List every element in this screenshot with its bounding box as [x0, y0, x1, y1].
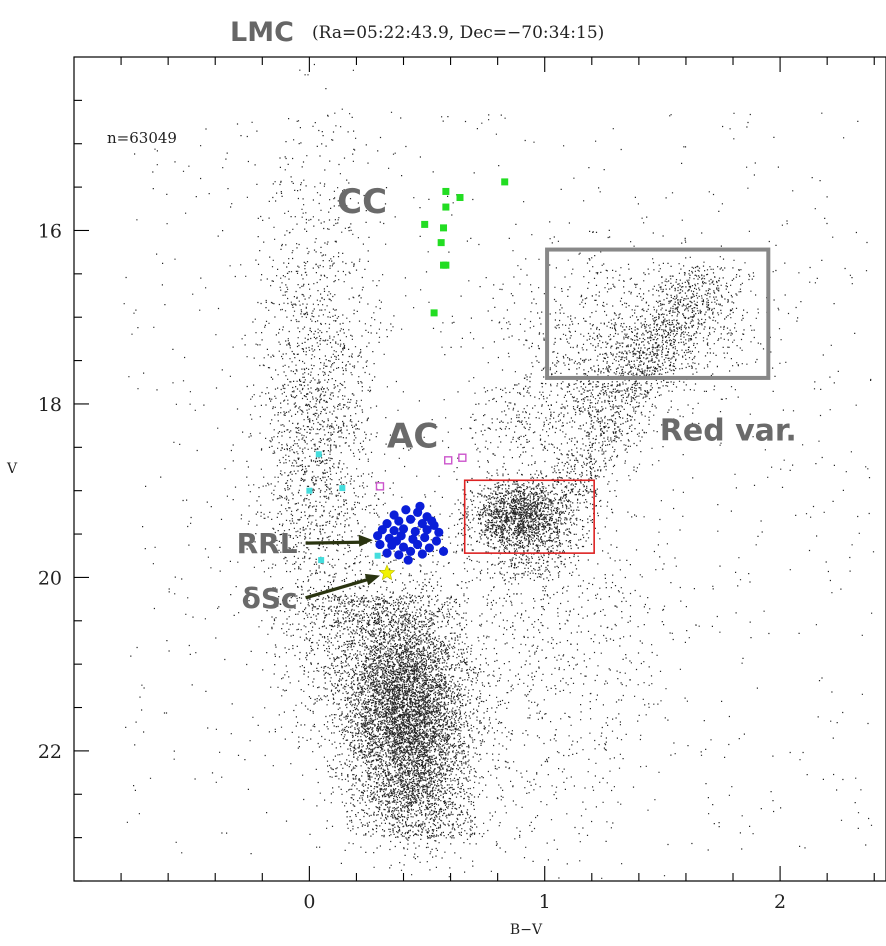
dsc-label-arrow [305, 576, 375, 600]
selection-boxes [463, 247, 771, 554]
rrl-point-6 [405, 514, 416, 524]
red-clump-box [463, 479, 595, 554]
y-tick-label-1: 18 [38, 394, 62, 416]
ac-label: AC [387, 416, 438, 456]
rrl-point-26 [394, 550, 404, 560]
x-tick-label-2: 2 [774, 891, 786, 913]
cc-label: CC [337, 182, 387, 222]
cc-point-5 [440, 224, 448, 232]
rrl-point-13 [422, 525, 432, 535]
rrl-label-arrowhead [358, 534, 373, 547]
variable-stars [306, 178, 509, 581]
y-tick-label-0: 16 [38, 220, 62, 242]
rrl-point-10 [389, 525, 399, 536]
rrl-point-29 [438, 546, 449, 557]
rrl-point-33 [427, 516, 437, 526]
rrl-point-23 [413, 539, 423, 550]
x-tick-label-0: 0 [303, 891, 315, 913]
rrl-point-12 [410, 526, 420, 537]
x-axis-label: B−V [510, 922, 543, 938]
cc-point-1 [442, 187, 450, 195]
chart-subtitle: (Ra=05:22:43.9, Dec=−70:34:15) [312, 23, 604, 43]
cyan-point-0 [315, 451, 322, 458]
rrl-point-28 [417, 549, 427, 559]
chart-title: LMC [230, 17, 294, 48]
rrl-point-24 [424, 543, 434, 553]
x-tick-label-1: 1 [539, 891, 551, 913]
rrl-point-32 [391, 536, 402, 546]
cc-point-9 [430, 309, 438, 317]
cc-point-0 [501, 178, 509, 186]
ac-point-0 [375, 482, 385, 491]
annotations: CC AC Red var. RRL δSc [237, 182, 797, 615]
cyan-point-2 [339, 485, 346, 492]
dsc-point-0 [378, 564, 396, 581]
cyan-point-3 [318, 557, 325, 564]
cyan-point-1 [306, 487, 313, 494]
field-star-dots [123, 63, 875, 879]
rrl-point-18 [420, 532, 430, 543]
rrl-point-20 [375, 539, 385, 550]
plot-frame [73, 56, 886, 882]
y-tick-label-3: 22 [38, 741, 62, 763]
y-axis-label: V [6, 461, 18, 477]
rrl-point-27 [405, 546, 416, 557]
rrl-point-22 [398, 542, 409, 552]
rrl-point-31 [415, 501, 425, 511]
rrl-point-25 [382, 548, 392, 558]
cc-point-8 [442, 261, 450, 269]
star-count-label: n=63049 [107, 129, 177, 147]
field-stars [123, 63, 875, 879]
dsc-label-arrowhead [364, 573, 380, 586]
rrl-label-arrow [305, 540, 367, 545]
cyan-point-4 [374, 552, 381, 559]
rrl-label: RRL [237, 527, 298, 560]
cc-point-2 [456, 194, 464, 202]
rrl-point-11 [398, 524, 409, 534]
rrl-point-1 [401, 505, 411, 515]
red-variable-box [545, 247, 771, 380]
y-tick-label-2: 20 [38, 567, 62, 589]
rrl-point-30 [403, 555, 413, 565]
ac-point-1 [444, 456, 453, 465]
axis-ticks: 0 1 2 16 18 20 22 [38, 57, 875, 913]
cc-point-3 [442, 203, 450, 211]
dsc-label: δSc [242, 582, 298, 615]
rrl-point-34 [373, 531, 383, 541]
cc-point-6 [437, 239, 445, 247]
rrl-point-5 [394, 516, 404, 526]
rrl-point-15 [384, 533, 394, 543]
red-var-label: Red var. [660, 413, 797, 448]
cc-point-4 [421, 220, 429, 228]
rrl-point-14 [434, 527, 444, 537]
ac-point-2 [458, 453, 467, 462]
rrl-point-19 [431, 536, 442, 546]
